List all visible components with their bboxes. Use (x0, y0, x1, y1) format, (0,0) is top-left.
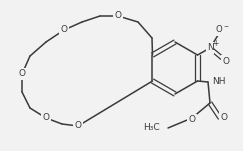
Text: H₃C: H₃C (143, 124, 160, 132)
Text: O: O (114, 11, 122, 21)
Text: +: + (212, 40, 218, 48)
Text: O: O (223, 56, 229, 66)
Text: N: N (207, 43, 213, 53)
Text: O: O (61, 26, 68, 34)
Text: O: O (43, 114, 50, 122)
Text: O: O (189, 116, 196, 125)
Text: O: O (18, 69, 26, 79)
Text: O: O (75, 122, 81, 130)
Text: O$^-$: O$^-$ (215, 24, 229, 34)
Text: O: O (220, 114, 227, 122)
Text: NH: NH (212, 77, 226, 87)
